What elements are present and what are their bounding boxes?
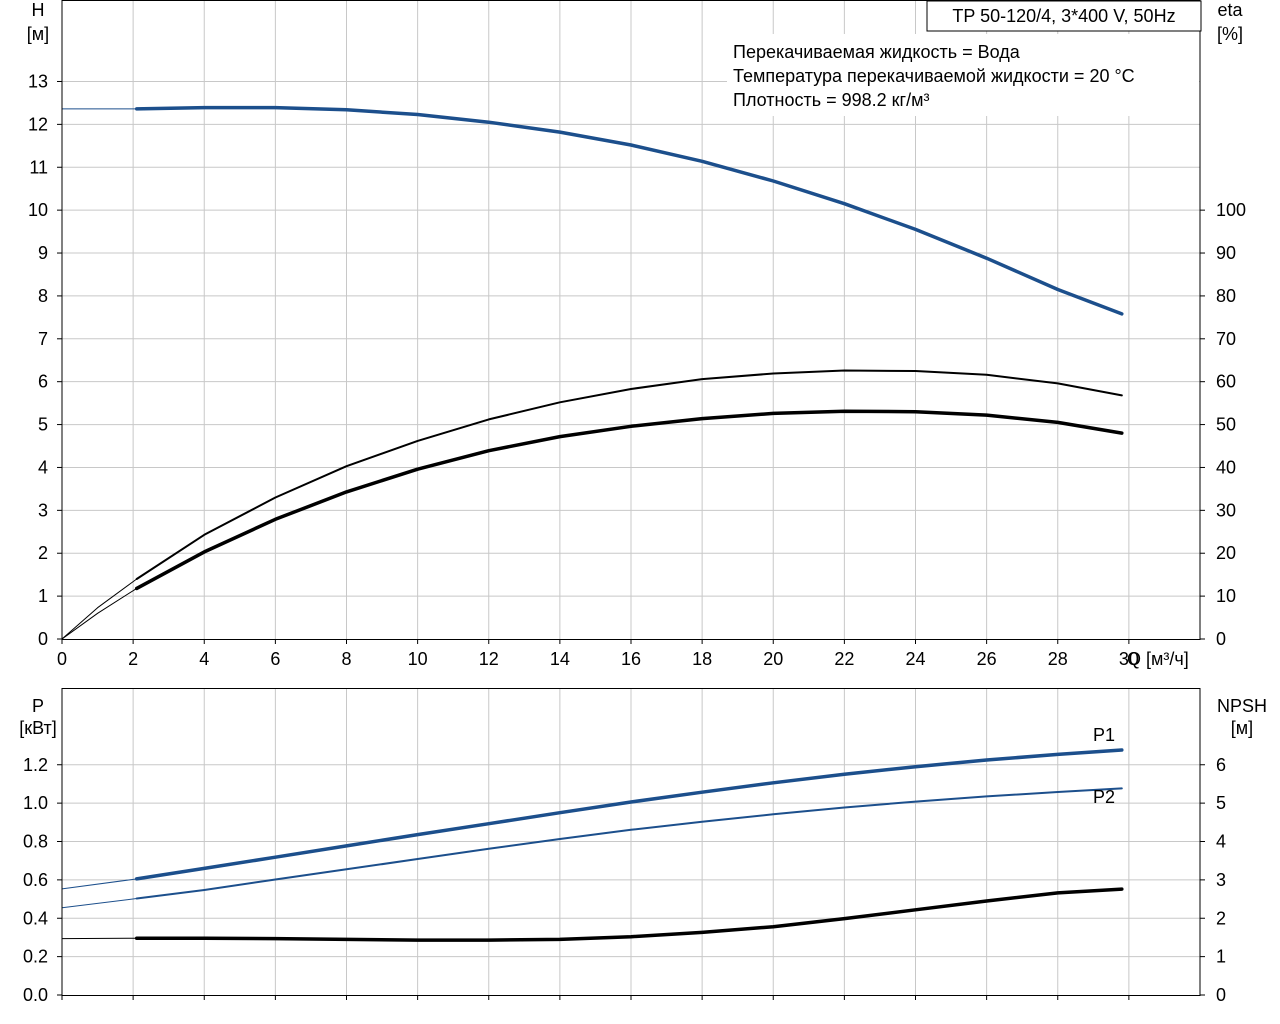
power-npsh-left-tick-label: 1.2 xyxy=(23,755,48,775)
head-eta-right-tick-label: 30 xyxy=(1216,500,1236,520)
head-eta-series-3 xyxy=(134,409,1124,591)
power-npsh-left-tick-label: 0.2 xyxy=(23,947,48,967)
power-npsh-left-axis-title: P xyxy=(32,696,44,716)
power-npsh-left-tick-label: 0.8 xyxy=(23,832,48,852)
title-box xyxy=(926,0,1202,32)
info-line: Перекачиваемая жидкость = Вода xyxy=(733,42,1021,62)
head-eta-right-tick-label: 80 xyxy=(1216,286,1236,306)
head-eta-right-tick-label: 0 xyxy=(1216,629,1226,649)
power-npsh-left-tick-label: 0.4 xyxy=(23,908,48,928)
curve-label-p2: P2 xyxy=(1093,787,1115,807)
power-npsh-right-tick-label: 2 xyxy=(1216,908,1226,928)
info-backdrop xyxy=(727,34,1199,116)
x-tick-label: 22 xyxy=(834,649,854,669)
power-npsh-series-2 xyxy=(135,787,1123,900)
power-npsh-right-axis-unit: [м] xyxy=(1231,718,1253,738)
x-tick-label: 4 xyxy=(199,649,209,669)
head-eta-left-tick-label: 6 xyxy=(38,372,48,392)
head-eta-left-tick-label: 9 xyxy=(38,243,48,263)
head-eta-series-0 xyxy=(134,105,1124,316)
power-npsh-right-tick-label: 0 xyxy=(1216,985,1226,1005)
x-tick-label: 8 xyxy=(341,649,351,669)
head-eta-right-axis-title: eta xyxy=(1217,0,1243,20)
head-eta-left-tick-label: 12 xyxy=(28,114,48,134)
chart-title: TP 50-120/4, 3*400 V, 50Hz xyxy=(952,6,1175,26)
x-tick-label: 20 xyxy=(763,649,783,669)
head-eta-series-2 xyxy=(135,369,1123,580)
head-eta-right-tick-label: 20 xyxy=(1216,543,1236,563)
head-eta-left-tick-label: 10 xyxy=(28,200,48,220)
head-eta-left-tick-label: 4 xyxy=(38,457,48,477)
head-eta-left-tick-label: 8 xyxy=(38,286,48,306)
head-eta-left-axis-title: H xyxy=(32,0,45,20)
power-npsh-right-tick-label: 5 xyxy=(1216,793,1226,813)
head-eta-right-tick-label: 100 xyxy=(1216,200,1246,220)
x-tick-label: 18 xyxy=(692,649,712,669)
head-eta-right-tick-label: 90 xyxy=(1216,243,1236,263)
x-tick-label: 0 xyxy=(57,649,67,669)
x-tick-label: 14 xyxy=(550,649,570,669)
head-eta-left-tick-label: 0 xyxy=(38,629,48,649)
x-tick-label: 2 xyxy=(128,649,138,669)
head-eta-series-4 xyxy=(61,578,138,640)
power-npsh-right-tick-label: 6 xyxy=(1216,755,1226,775)
x-tick-label: 30 xyxy=(1119,649,1139,669)
x-tick-label: 10 xyxy=(408,649,428,669)
power-npsh-right-tick-label: 3 xyxy=(1216,870,1226,890)
x-tick-label: 28 xyxy=(1048,649,1068,669)
head-eta-right-tick-label: 60 xyxy=(1216,372,1236,392)
head-eta-left-tick-label: 5 xyxy=(38,415,48,435)
head-eta-left-tick-label: 2 xyxy=(38,543,48,563)
head-eta-left-tick-label: 7 xyxy=(38,329,48,349)
head-eta-left-tick-label: 11 xyxy=(29,157,48,177)
x-tick-label: 24 xyxy=(905,649,925,669)
x-tick-label: 6 xyxy=(270,649,280,669)
x-tick-label: 26 xyxy=(977,649,997,669)
power-npsh-left-axis-unit: [кВт] xyxy=(19,718,57,738)
power-npsh-right-tick-label: 1 xyxy=(1216,947,1226,967)
curve-label-p1: P1 xyxy=(1093,725,1115,745)
x-tick-label: 12 xyxy=(479,649,499,669)
head-eta-right-tick-label: 10 xyxy=(1216,586,1236,606)
power-npsh-series-3 xyxy=(61,898,138,909)
x-axis-label: Q [м³/ч] xyxy=(1127,649,1189,669)
power-npsh-series-0 xyxy=(134,748,1124,881)
power-npsh-left-tick-label: 0.0 xyxy=(23,985,48,1005)
info-line: Температура перекачиваемой жидкости = 20… xyxy=(733,66,1135,86)
head-eta-right-axis-unit: [%] xyxy=(1217,24,1243,44)
power-npsh-right-axis-title: NPSH xyxy=(1217,696,1267,716)
power-npsh-left-tick-label: 0.6 xyxy=(23,870,48,890)
power-npsh-left-tick-label: 1.0 xyxy=(23,793,48,813)
info-line: Плотность = 998.2 кг/м³ xyxy=(733,90,929,110)
head-eta-left-axis-unit: [м] xyxy=(27,24,49,44)
power-npsh-series-1 xyxy=(61,878,138,890)
power-npsh-series-4 xyxy=(134,887,1124,942)
head-eta-left-tick-label: 3 xyxy=(38,500,48,520)
head-eta-right-tick-label: 70 xyxy=(1216,329,1236,349)
head-eta-right-tick-label: 40 xyxy=(1216,457,1236,477)
head-eta-series-5 xyxy=(61,587,138,640)
head-eta-left-tick-label: 13 xyxy=(28,71,48,91)
power-npsh-right-tick-label: 4 xyxy=(1216,832,1226,852)
x-tick-label: 16 xyxy=(621,649,641,669)
head-eta-right-tick-label: 50 xyxy=(1216,415,1236,435)
head-eta-left-tick-label: 1 xyxy=(38,586,48,606)
